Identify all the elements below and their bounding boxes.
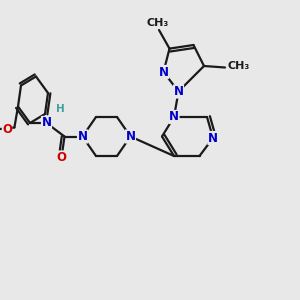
- Text: N: N: [77, 130, 88, 143]
- Text: N: N: [169, 110, 179, 124]
- Text: H: H: [56, 104, 64, 115]
- Text: N: N: [173, 85, 184, 98]
- Text: O: O: [56, 151, 67, 164]
- Text: N: N: [158, 65, 169, 79]
- Text: O: O: [2, 122, 12, 136]
- Text: CH₃: CH₃: [228, 61, 250, 71]
- Text: N: N: [125, 130, 136, 143]
- Text: CH₃: CH₃: [146, 19, 169, 28]
- Text: N: N: [208, 131, 218, 145]
- Text: N: N: [41, 116, 52, 130]
